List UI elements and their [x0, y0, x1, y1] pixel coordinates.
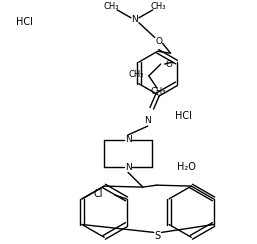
Text: CH₃: CH₃ — [151, 87, 167, 96]
Text: O: O — [165, 60, 172, 69]
Text: CH₃: CH₃ — [151, 2, 167, 11]
Text: N: N — [144, 116, 151, 125]
Text: S: S — [155, 231, 161, 241]
Text: N: N — [125, 135, 131, 144]
Text: CH₂: CH₂ — [128, 70, 144, 79]
Text: N: N — [132, 15, 138, 24]
Text: CH₃: CH₃ — [103, 2, 119, 11]
Text: HCl: HCl — [16, 17, 33, 27]
Text: N: N — [125, 163, 131, 172]
Text: Cl: Cl — [93, 189, 103, 199]
Text: H₂O: H₂O — [178, 163, 196, 173]
Text: O: O — [155, 37, 162, 46]
Text: HCl: HCl — [176, 111, 192, 121]
